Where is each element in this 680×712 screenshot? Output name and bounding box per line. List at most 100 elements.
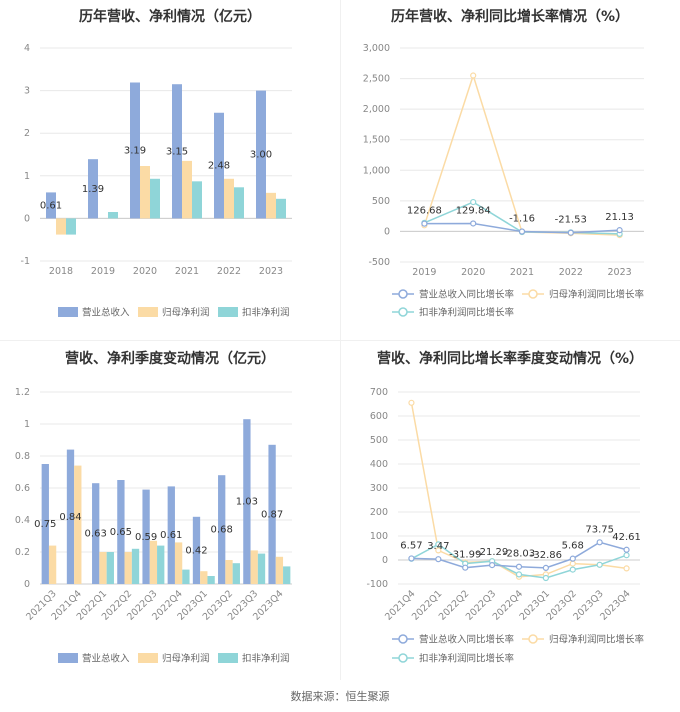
- data-point: [470, 220, 477, 227]
- legend-label: 扣非净利润同比增长率: [419, 307, 515, 319]
- y-tick-label: 400: [370, 459, 388, 470]
- x-tick-label: 2019: [412, 267, 436, 278]
- x-tick-label: 2020: [133, 266, 157, 277]
- bar: [48, 545, 57, 584]
- panel-title: 历年营收、净利同比增长率情况（%）: [390, 9, 630, 25]
- data-point: [596, 561, 603, 568]
- annual-growth-panel: 历年营收、净利同比增长率情况（%） 3,000 2,500 2,000 1,500 1,…: [340, 0, 680, 340]
- bar: [283, 566, 291, 584]
- bar: [182, 569, 190, 584]
- y-tick-label: 1.2: [15, 387, 30, 398]
- x-tick-label: 2023: [259, 266, 283, 277]
- data-label: 3.19: [124, 145, 146, 156]
- y-tick-label: 0: [24, 213, 30, 224]
- data-point: [421, 220, 428, 227]
- data-label: -21.53: [555, 215, 587, 226]
- legend-swatch: [218, 653, 238, 663]
- bar: [182, 160, 192, 219]
- bar: [232, 563, 240, 584]
- y-tick-label: 300: [370, 483, 388, 494]
- bar: [250, 550, 258, 584]
- legend-marker: [528, 634, 538, 644]
- bar: [257, 553, 266, 584]
- bar: [200, 571, 208, 584]
- y-tick-label: 0.8: [15, 451, 30, 462]
- legend-label: 归母净利润: [162, 653, 210, 665]
- data-label: 1.39: [82, 184, 104, 195]
- data-label: -28.03: [503, 549, 535, 560]
- bar: [106, 552, 114, 584]
- quarterly-revenue-profit-chart: 1.210.80.60.40.200.750.840.63 0.65 0.59 0.6…: [15, 387, 292, 665]
- y-tick-label: 0: [24, 579, 30, 590]
- data-point: [470, 198, 477, 206]
- data-label: -32.86: [530, 550, 562, 561]
- bar: [41, 464, 49, 584]
- y-tick-label: 0: [384, 226, 390, 237]
- data-label: 3.15: [166, 146, 188, 157]
- bar: [74, 465, 82, 584]
- legend-label: 营业总收入: [82, 653, 130, 665]
- legend-marker: [398, 653, 408, 663]
- x-tick-label: 2019: [91, 266, 115, 277]
- data-label: -31.99: [449, 550, 481, 561]
- data-label: 0.61: [40, 200, 62, 211]
- bar: [131, 548, 140, 584]
- legend-marker: [528, 289, 538, 299]
- y-tick-label: 0.2: [15, 547, 30, 558]
- bar: [225, 560, 233, 584]
- data-label: 0.87: [261, 509, 283, 520]
- y-tick-label: 100: [370, 531, 388, 542]
- data-point: [408, 555, 415, 562]
- y-tick-label: 1,500: [363, 135, 390, 146]
- data-point: [489, 562, 496, 569]
- data-label: 0.84: [59, 512, 81, 523]
- y-tick-label: 600: [370, 411, 388, 422]
- bar: [256, 90, 266, 219]
- bar: [150, 178, 160, 219]
- legend-label: 扣非净利润: [242, 653, 290, 665]
- bar: [275, 556, 284, 584]
- y-tick-label: 2,500: [363, 74, 390, 85]
- data-label: 42.61: [612, 532, 641, 543]
- bar: [174, 542, 183, 584]
- data-source: 数据来源：恒生聚源: [290, 690, 390, 703]
- data-point: [569, 555, 576, 562]
- data-point: [596, 539, 603, 546]
- bar: [66, 449, 75, 584]
- legend-marker: [398, 289, 408, 299]
- data-point: [616, 227, 623, 234]
- data-point: [569, 566, 576, 573]
- data-label: 5.68: [562, 541, 584, 552]
- bar: [167, 486, 175, 584]
- y-tick-label: 700: [370, 387, 388, 398]
- bar: [224, 178, 234, 219]
- data-label: 129.84: [456, 205, 491, 216]
- data-point: [515, 563, 523, 570]
- bar: [276, 198, 286, 219]
- legend-label: 归母净利润同比增长率: [549, 634, 645, 646]
- bar: [157, 545, 165, 584]
- y-tick-label: 2,000: [363, 104, 390, 115]
- bar: [243, 419, 251, 584]
- legend-label: 扣非净利润同比增长率: [419, 653, 515, 665]
- data-point: [623, 565, 630, 572]
- data-point: [435, 541, 442, 548]
- legend-marker: [398, 634, 408, 644]
- legend-swatch: [58, 307, 78, 317]
- bar: [130, 82, 140, 219]
- y-tick-label: 1,000: [363, 165, 390, 176]
- legend-label: 归母净利润同比增长率: [549, 289, 645, 301]
- data-label: 0.61: [160, 530, 182, 541]
- bar: [66, 218, 76, 235]
- bar: [92, 483, 100, 584]
- data-label: 0.65: [110, 527, 132, 538]
- x-tick-label: 2023Q4: [598, 588, 632, 622]
- legend-swatch: [218, 307, 238, 317]
- x-tick-label: 2022: [217, 266, 241, 277]
- data-label: 0.59: [135, 532, 157, 543]
- data-label: 0.42: [185, 545, 207, 556]
- data-label: -1.16: [509, 213, 535, 224]
- y-tick-label: -100: [366, 579, 388, 590]
- data-label: 6.57: [400, 540, 422, 551]
- bar: [149, 540, 158, 584]
